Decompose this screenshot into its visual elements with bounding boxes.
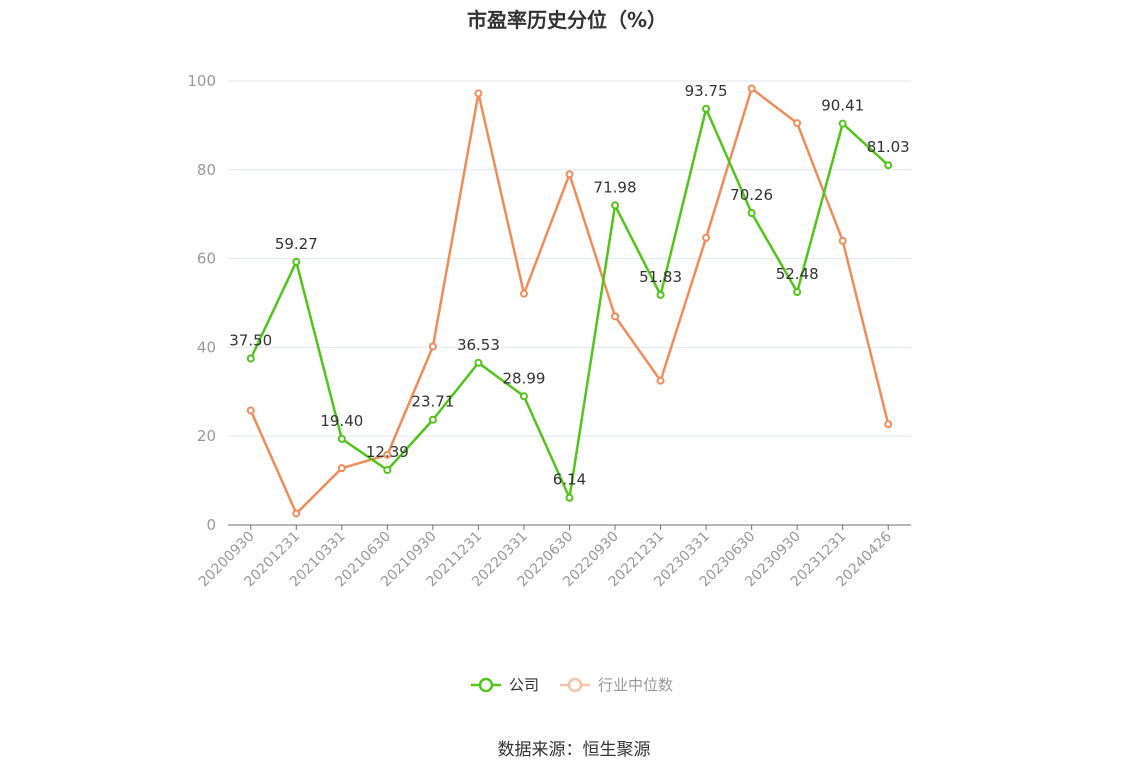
industry-median-point[interactable] <box>428 342 437 351</box>
company-point[interactable] <box>838 119 847 128</box>
chart-title: 市盈率历史分位（%） <box>467 8 667 32</box>
industry-median-point[interactable] <box>656 376 665 385</box>
legend-company-label: 公司 <box>509 676 539 694</box>
y-tick-label: 20 <box>197 427 216 445</box>
legend-item-industry[interactable]: 行业中位数 <box>560 676 673 694</box>
company-point[interactable] <box>428 415 437 424</box>
legend-industry-marker-icon <box>567 677 583 693</box>
company-point[interactable] <box>793 287 802 296</box>
industry-median-point[interactable] <box>747 84 756 93</box>
company-point[interactable] <box>337 434 346 443</box>
series-layer <box>246 84 893 518</box>
industry-median-point[interactable] <box>246 406 255 415</box>
industry-median-point[interactable] <box>565 170 574 179</box>
y-tick-label: 0 <box>206 516 216 534</box>
industry-median-series-line <box>249 87 890 515</box>
industry-median-point[interactable] <box>383 450 392 459</box>
company-data-label: 70.26 <box>730 186 773 204</box>
company-data-label: 81.03 <box>867 138 910 156</box>
company-point[interactable] <box>383 465 392 474</box>
company-data-label: 71.98 <box>594 178 637 196</box>
company-point[interactable] <box>702 104 711 113</box>
company-data-label: 90.41 <box>821 97 864 115</box>
company-series-line <box>249 107 890 499</box>
company-data-label: 37.50 <box>229 332 272 350</box>
data-source-note: 数据来源：恒生聚源 <box>498 740 651 760</box>
legend-company-marker-icon <box>478 677 494 693</box>
company-data-label: 93.75 <box>685 82 728 100</box>
legend-item-company[interactable]: 公司 <box>471 676 539 694</box>
company-data-label: 28.99 <box>502 369 545 387</box>
industry-median-point[interactable] <box>838 236 847 245</box>
company-point[interactable] <box>656 290 665 299</box>
industry-median-point[interactable] <box>519 289 528 298</box>
industry-median-point[interactable] <box>337 464 346 473</box>
company-data-label: 52.48 <box>776 265 819 283</box>
x-axis: 2020093020201231202103312021063020210930… <box>196 525 895 590</box>
legend-industry-label: 行业中位数 <box>598 676 673 694</box>
company-point[interactable] <box>246 354 255 363</box>
company-point[interactable] <box>292 257 301 266</box>
industry-median-point[interactable] <box>611 312 620 321</box>
industry-median-point[interactable] <box>702 233 711 242</box>
company-point[interactable] <box>884 161 893 170</box>
y-axis: 0 20 40 60 80 100 <box>187 72 216 534</box>
y-tick-label: 80 <box>197 161 216 179</box>
industry-median-point[interactable] <box>292 509 301 518</box>
company-data-label: 59.27 <box>275 235 318 253</box>
company-data-label: 51.83 <box>639 268 682 286</box>
industry-median-point[interactable] <box>474 89 483 98</box>
company-data-label: 36.53 <box>457 336 500 354</box>
y-tick-label: 100 <box>187 72 216 90</box>
grid-lines <box>228 80 911 437</box>
industry-median-point[interactable] <box>884 420 893 429</box>
company-data-label: 6.14 <box>553 471 586 489</box>
company-data-label: 23.71 <box>411 393 454 411</box>
legend: 公司 行业中位数 <box>471 676 673 694</box>
company-point[interactable] <box>611 201 620 210</box>
company-point[interactable] <box>565 493 574 502</box>
industry-median-point[interactable] <box>793 119 802 128</box>
company-data-label: 19.40 <box>320 412 363 430</box>
company-point[interactable] <box>747 209 756 218</box>
company-point[interactable] <box>474 358 483 367</box>
company-data-label: 12.39 <box>366 443 409 461</box>
y-tick-label: 60 <box>197 250 216 268</box>
y-tick-label: 40 <box>197 338 216 356</box>
company-point[interactable] <box>519 392 528 401</box>
